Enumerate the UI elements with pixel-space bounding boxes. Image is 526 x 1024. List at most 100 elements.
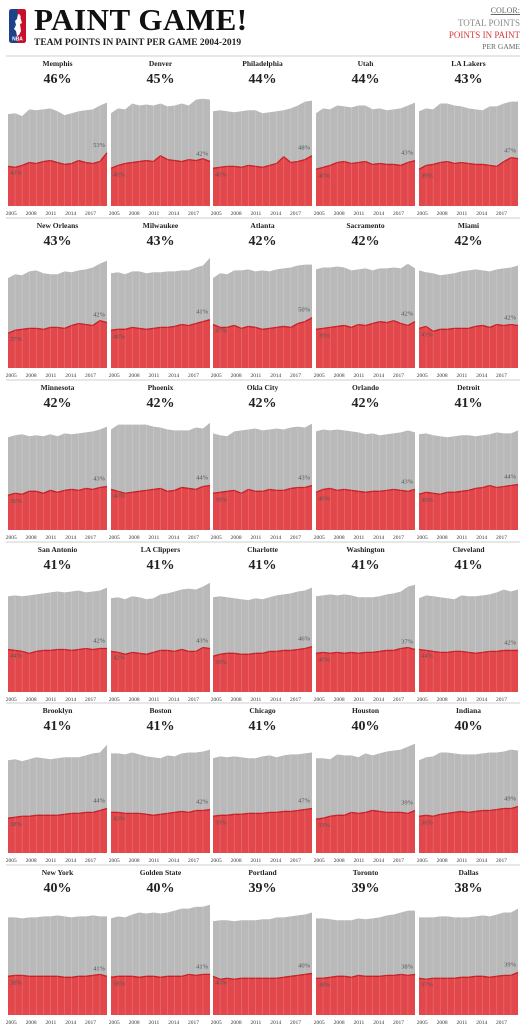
points-in-paint-area [213, 155, 312, 206]
team-paint-percentage: 40% [44, 881, 72, 896]
x-tick-label: 2008 [129, 1020, 140, 1024]
x-tick-label: 2005 [109, 535, 120, 541]
x-tick-label: 2017 [85, 1020, 96, 1024]
x-tick-label: 2017 [393, 1020, 404, 1024]
start-paint-label: 43% [10, 169, 23, 176]
legend-points-in-paint: POINTS IN PAINT [448, 30, 520, 40]
team-paint-percentage: 42% [249, 234, 277, 249]
x-tick-label: 2014 [65, 697, 76, 703]
team-chart-la-clippers: LA Clippers 41% 42% 43% 2005 2008 2011 2014 2017 [109, 545, 211, 703]
x-tick-label: 2014 [168, 697, 179, 703]
team-chart-golden-state: Golden State 40% 38% 41% 2005 2008 2011 2014 201… [109, 868, 210, 1024]
team-name: Chicago [249, 706, 276, 715]
team-paint-percentage: 41% [147, 558, 175, 573]
x-tick-label: 2017 [496, 535, 507, 541]
x-tick-label: 2008 [26, 373, 37, 379]
x-tick-label: 2011 [251, 858, 262, 864]
logo-text: NBA [12, 37, 23, 43]
legend: COLOR: TOTAL POINTS POINTS IN PAINT PER … [449, 5, 520, 53]
team-paint-percentage: 42% [147, 396, 175, 411]
x-tick-label: 2008 [334, 858, 345, 864]
x-tick-label: 2014 [476, 1020, 487, 1024]
x-tick-label: 2014 [168, 858, 179, 864]
end-paint-label: 46% [298, 636, 311, 643]
team-name: Okla City [247, 383, 279, 392]
start-paint-label: 40% [215, 171, 228, 178]
x-tick-label: 2011 [354, 697, 365, 703]
end-paint-label: 41% [196, 309, 209, 316]
team-chart-boston: Boston 41% 43% 42% 2005 2008 2011 2014 2017 [109, 706, 211, 864]
end-paint-label: 43% [401, 478, 414, 485]
team-name: Toronto [353, 868, 379, 877]
x-tick-label: 2014 [168, 211, 179, 217]
team-name: Boston [149, 706, 172, 715]
x-tick-label: 2014 [270, 1020, 281, 1024]
team-chart-portland: Portland 39% 40% 40% 2005 2008 2011 2014 2017 [211, 868, 313, 1024]
points-in-paint-line [212, 972, 313, 980]
header: NBA PAINT GAME! TEAM POINTS IN PAINT PER… [0, 0, 526, 56]
points-in-paint-line [7, 647, 107, 655]
x-tick-label: 2008 [26, 1020, 37, 1024]
points-in-paint-line [418, 483, 519, 495]
x-tick-label: 2014 [373, 697, 384, 703]
points-in-paint-area [111, 155, 210, 206]
start-paint-label: 39% [421, 172, 434, 179]
team-name: Washington [346, 545, 385, 554]
x-tick-label: 2017 [393, 211, 404, 217]
x-tick-label: 2017 [496, 858, 507, 864]
team-paint-percentage: 40% [352, 719, 380, 734]
x-tick-label: 2008 [26, 535, 37, 541]
team-name: Miami [458, 221, 479, 230]
start-paint-label: 38% [10, 821, 23, 828]
points-in-paint-line [418, 805, 519, 817]
x-tick-label: 2014 [373, 858, 384, 864]
points-in-paint-line [418, 648, 518, 654]
x-tick-label: 2014 [65, 858, 76, 864]
points-in-paint-line [315, 809, 416, 820]
start-paint-label: 43% [113, 815, 126, 822]
x-tick-label: 2014 [270, 858, 281, 864]
team-chart-minnesota: Minnesota 42% 36% 43% 2005 2008 2011 2014 2017 [6, 383, 108, 541]
team-paint-percentage: 41% [147, 719, 175, 734]
points-in-paint-area [419, 972, 518, 1015]
x-tick-label: 2008 [129, 697, 140, 703]
x-tick-label: 2008 [129, 373, 140, 379]
x-tick-label: 2014 [373, 373, 384, 379]
x-tick-label: 2005 [417, 373, 428, 379]
team-paint-percentage: 42% [249, 396, 277, 411]
x-tick-label: 2011 [457, 373, 468, 379]
points-in-paint-area [111, 485, 210, 530]
points-in-paint-line [212, 317, 313, 330]
team-chart-san-antonio: San Antonio 41% 44% 42% 2005 2008 2011 2014 2017 [6, 545, 107, 703]
start-paint-label: 44% [10, 652, 23, 659]
x-tick-label: 2014 [373, 1020, 384, 1024]
x-tick-label: 2011 [46, 373, 57, 379]
x-tick-label: 2008 [26, 858, 37, 864]
points-in-paint-area [111, 974, 210, 1015]
team-chart-utah: Utah 44% 40% 43% 2005 2008 2011 2014 2017 [314, 59, 416, 217]
x-tick-label: 2005 [109, 373, 120, 379]
team-paint-percentage: 46% [44, 72, 72, 87]
x-tick-label: 2014 [65, 373, 76, 379]
x-tick-label: 2014 [476, 858, 487, 864]
points-in-paint-area [316, 974, 415, 1015]
team-paint-percentage: 42% [44, 396, 72, 411]
team-name: Philadelphia [242, 59, 283, 68]
x-tick-label: 2017 [188, 858, 199, 864]
team-chart-charlotte: Charlotte 41% 39% 46% 2005 2008 2011 2014 2017 [211, 545, 313, 703]
x-tick-label: 2005 [109, 211, 120, 217]
end-paint-label: 41% [93, 965, 106, 972]
points-in-paint-line [315, 159, 416, 170]
x-tick-label: 2005 [211, 858, 222, 864]
x-tick-label: 2008 [334, 697, 345, 703]
points-in-paint-area [419, 806, 518, 853]
start-paint-label: 36% [10, 498, 23, 505]
points-in-paint-line [418, 971, 519, 980]
points-in-paint-area [316, 488, 415, 530]
team-name: Phoenix [148, 383, 174, 392]
x-tick-label: 2005 [211, 373, 222, 379]
start-paint-label: 37% [421, 981, 434, 988]
legend-heading: COLOR: [490, 6, 520, 15]
points-in-paint-area [213, 485, 312, 530]
x-tick-label: 2011 [149, 1020, 160, 1024]
